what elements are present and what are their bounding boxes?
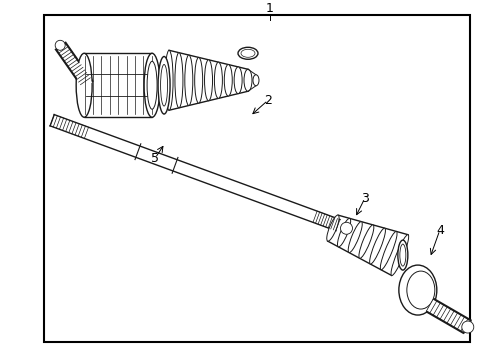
Ellipse shape xyxy=(147,61,157,109)
Ellipse shape xyxy=(185,55,193,105)
Ellipse shape xyxy=(55,40,65,50)
Ellipse shape xyxy=(204,60,213,101)
Ellipse shape xyxy=(407,271,435,309)
Ellipse shape xyxy=(161,64,168,106)
Ellipse shape xyxy=(165,50,173,110)
Ellipse shape xyxy=(462,321,474,333)
Ellipse shape xyxy=(224,64,232,96)
Ellipse shape xyxy=(244,69,252,91)
Ellipse shape xyxy=(253,75,259,86)
Ellipse shape xyxy=(238,47,258,59)
Ellipse shape xyxy=(400,244,406,266)
Ellipse shape xyxy=(399,265,437,315)
Ellipse shape xyxy=(175,53,183,108)
Ellipse shape xyxy=(369,228,386,264)
Bar xyxy=(84,53,152,117)
Ellipse shape xyxy=(241,49,255,57)
Ellipse shape xyxy=(338,219,351,247)
Ellipse shape xyxy=(380,231,397,270)
Ellipse shape xyxy=(391,235,409,275)
Text: 4: 4 xyxy=(436,224,444,237)
Polygon shape xyxy=(50,114,340,231)
Ellipse shape xyxy=(398,240,408,270)
Text: 2: 2 xyxy=(264,94,272,107)
Ellipse shape xyxy=(327,215,339,241)
Ellipse shape xyxy=(234,67,242,94)
Text: 1: 1 xyxy=(266,2,274,15)
Ellipse shape xyxy=(359,225,374,258)
Ellipse shape xyxy=(341,222,352,234)
Ellipse shape xyxy=(158,57,170,114)
Ellipse shape xyxy=(215,62,222,98)
Ellipse shape xyxy=(195,57,203,103)
Text: 3: 3 xyxy=(361,192,369,204)
Bar xyxy=(44,15,470,342)
Ellipse shape xyxy=(76,53,92,117)
Ellipse shape xyxy=(348,222,362,253)
Text: 5: 5 xyxy=(151,152,159,165)
Ellipse shape xyxy=(144,53,160,117)
